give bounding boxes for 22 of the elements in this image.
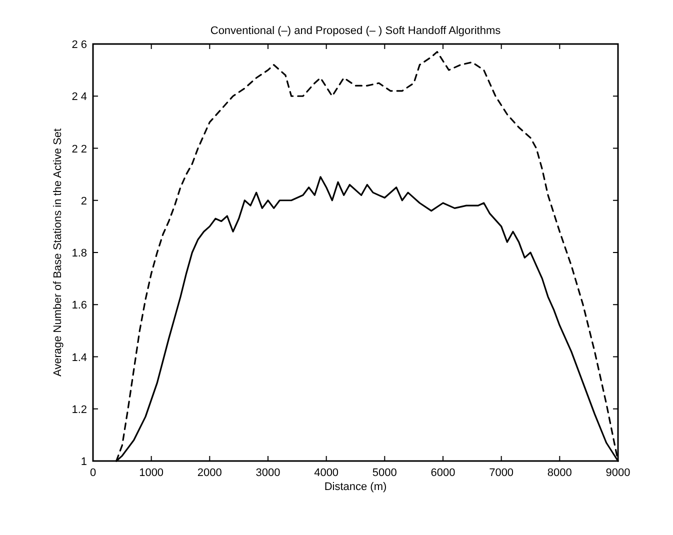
y-tick-label: 2 6 [72,39,87,51]
y-tick-label: 1.6 [72,300,87,312]
x-tick-label: 9000 [606,467,630,479]
y-tick-label: 2 4 [72,91,87,104]
x-tick-label: 5000 [372,467,397,479]
x-tick-label: 1000 [139,467,164,479]
y-axis-title: Average Number of Base Stations in the Active Set [52,128,64,377]
y-tick-label: 1 [80,456,87,468]
y-tick-label: 1.2 [72,404,87,416]
x-tick-label: 2000 [197,467,222,479]
x-tick-label: 7000 [489,467,514,479]
x-tick-label: 8000 [547,467,572,479]
y-tick-label: 2 2 [72,143,87,156]
x-tick-label: 6000 [430,467,456,479]
x-tick-label: 0 [90,467,96,479]
chart-title: Conventional (–) and Proposed (– ) Soft Handoff Algorithms [210,25,502,37]
y-tick-label: 1.8 [72,248,87,260]
x-tick-label: 4000 [314,467,339,479]
x-axis-title: Distance (m) [324,481,387,493]
x-tick-label: 3000 [256,467,280,479]
y-tick-label: 1.4 [72,352,87,364]
y-tick-label: 2 [80,195,87,208]
